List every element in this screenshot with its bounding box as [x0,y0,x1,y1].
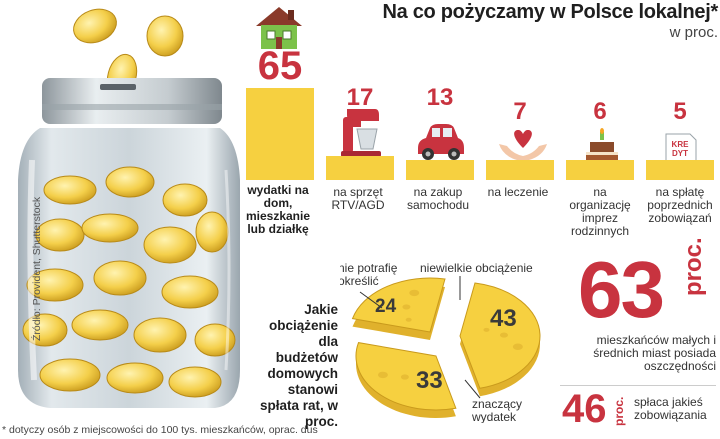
bar-value-label: 6 [593,98,607,125]
chart-title: Na co pożyczamy w Polsce lokalnej* [382,1,719,23]
bar-6 [646,160,714,180]
bar-value-label: 17 [346,84,374,111]
stats-divider [560,385,716,386]
bar-4 [486,160,554,180]
pie-value-label: 43 [490,305,517,332]
bar-category-label: na zakup samochodu [406,185,470,212]
small-stat-value: 46 [562,387,607,431]
source-note: Źródło: Provident, Shutterstock [31,196,43,341]
bar-1 [246,88,314,180]
pie-slice-1 [351,277,446,333]
bar-category-label: na leczenie [487,185,549,199]
pie-question: Jakie obciążenie dla budżetów domowych s… [259,302,338,429]
bar-3 [406,160,474,180]
cheese-hole [405,317,412,322]
small-stat-description: spłaca jakieś zobowiązania [634,395,707,422]
cheese-hole [409,289,420,297]
pie-chart: 24 43 33 nie potrafię określić niewielkie obc… [340,261,541,423]
small-stat-unit: proc. [612,396,626,426]
cheese-hole [402,304,411,310]
svg-text:KRE: KRE [672,140,690,149]
kitchen-mixer-icon [341,109,381,157]
svg-text:DYT: DYT [672,149,688,158]
pie-category-label: znaczący wydatek [471,397,522,423]
bar-5 [566,160,634,180]
car-icon [418,124,464,160]
cheese-hole [377,371,388,379]
footnote: * dotyczy osób z miejscowości do 100 tys… [2,424,318,436]
pie-value-label: 24 [375,296,397,317]
big-stat-unit: proc. [680,237,707,296]
pie-leader-line [464,379,481,399]
pie-category-label: niewielkie obciążenie [420,261,533,275]
bar-category-label: na sprzęt RTV/AGD [331,185,385,212]
jar-of-coins-illustration [18,8,240,408]
heart-in-hands-icon [499,130,547,162]
bar-value-label: 5 [673,98,687,125]
bar-category-label: na organizację imprez rodzinnych [569,185,631,238]
bar-value-label: 65 [257,44,303,88]
cheese-hole [483,327,490,332]
house-icon [256,7,302,49]
big-stat-description: mieszkańców małych i średnich miast posi… [593,333,716,373]
pie-category-label: nie potrafię określić [340,261,398,288]
bar-value-label: 13 [426,84,454,111]
pie-leader-line [359,291,383,309]
cheese-hole [400,374,409,380]
bar-2 [326,155,394,180]
bar-category-label: na spłatę poprzednich zobowiązań [647,185,713,225]
big-stat-value: 63 [578,245,665,334]
pie-value-label: 33 [416,367,443,394]
pie-slice-2 [459,282,541,389]
cheese-hole [499,332,508,338]
bar-category-label: wydatki na dom, mieszkanie lub działkę [245,183,311,236]
cheese-hole [419,370,426,375]
unit-label: w proc. [669,24,718,41]
cheese-hole [512,343,523,350]
bar-value-label: 7 [513,98,527,125]
